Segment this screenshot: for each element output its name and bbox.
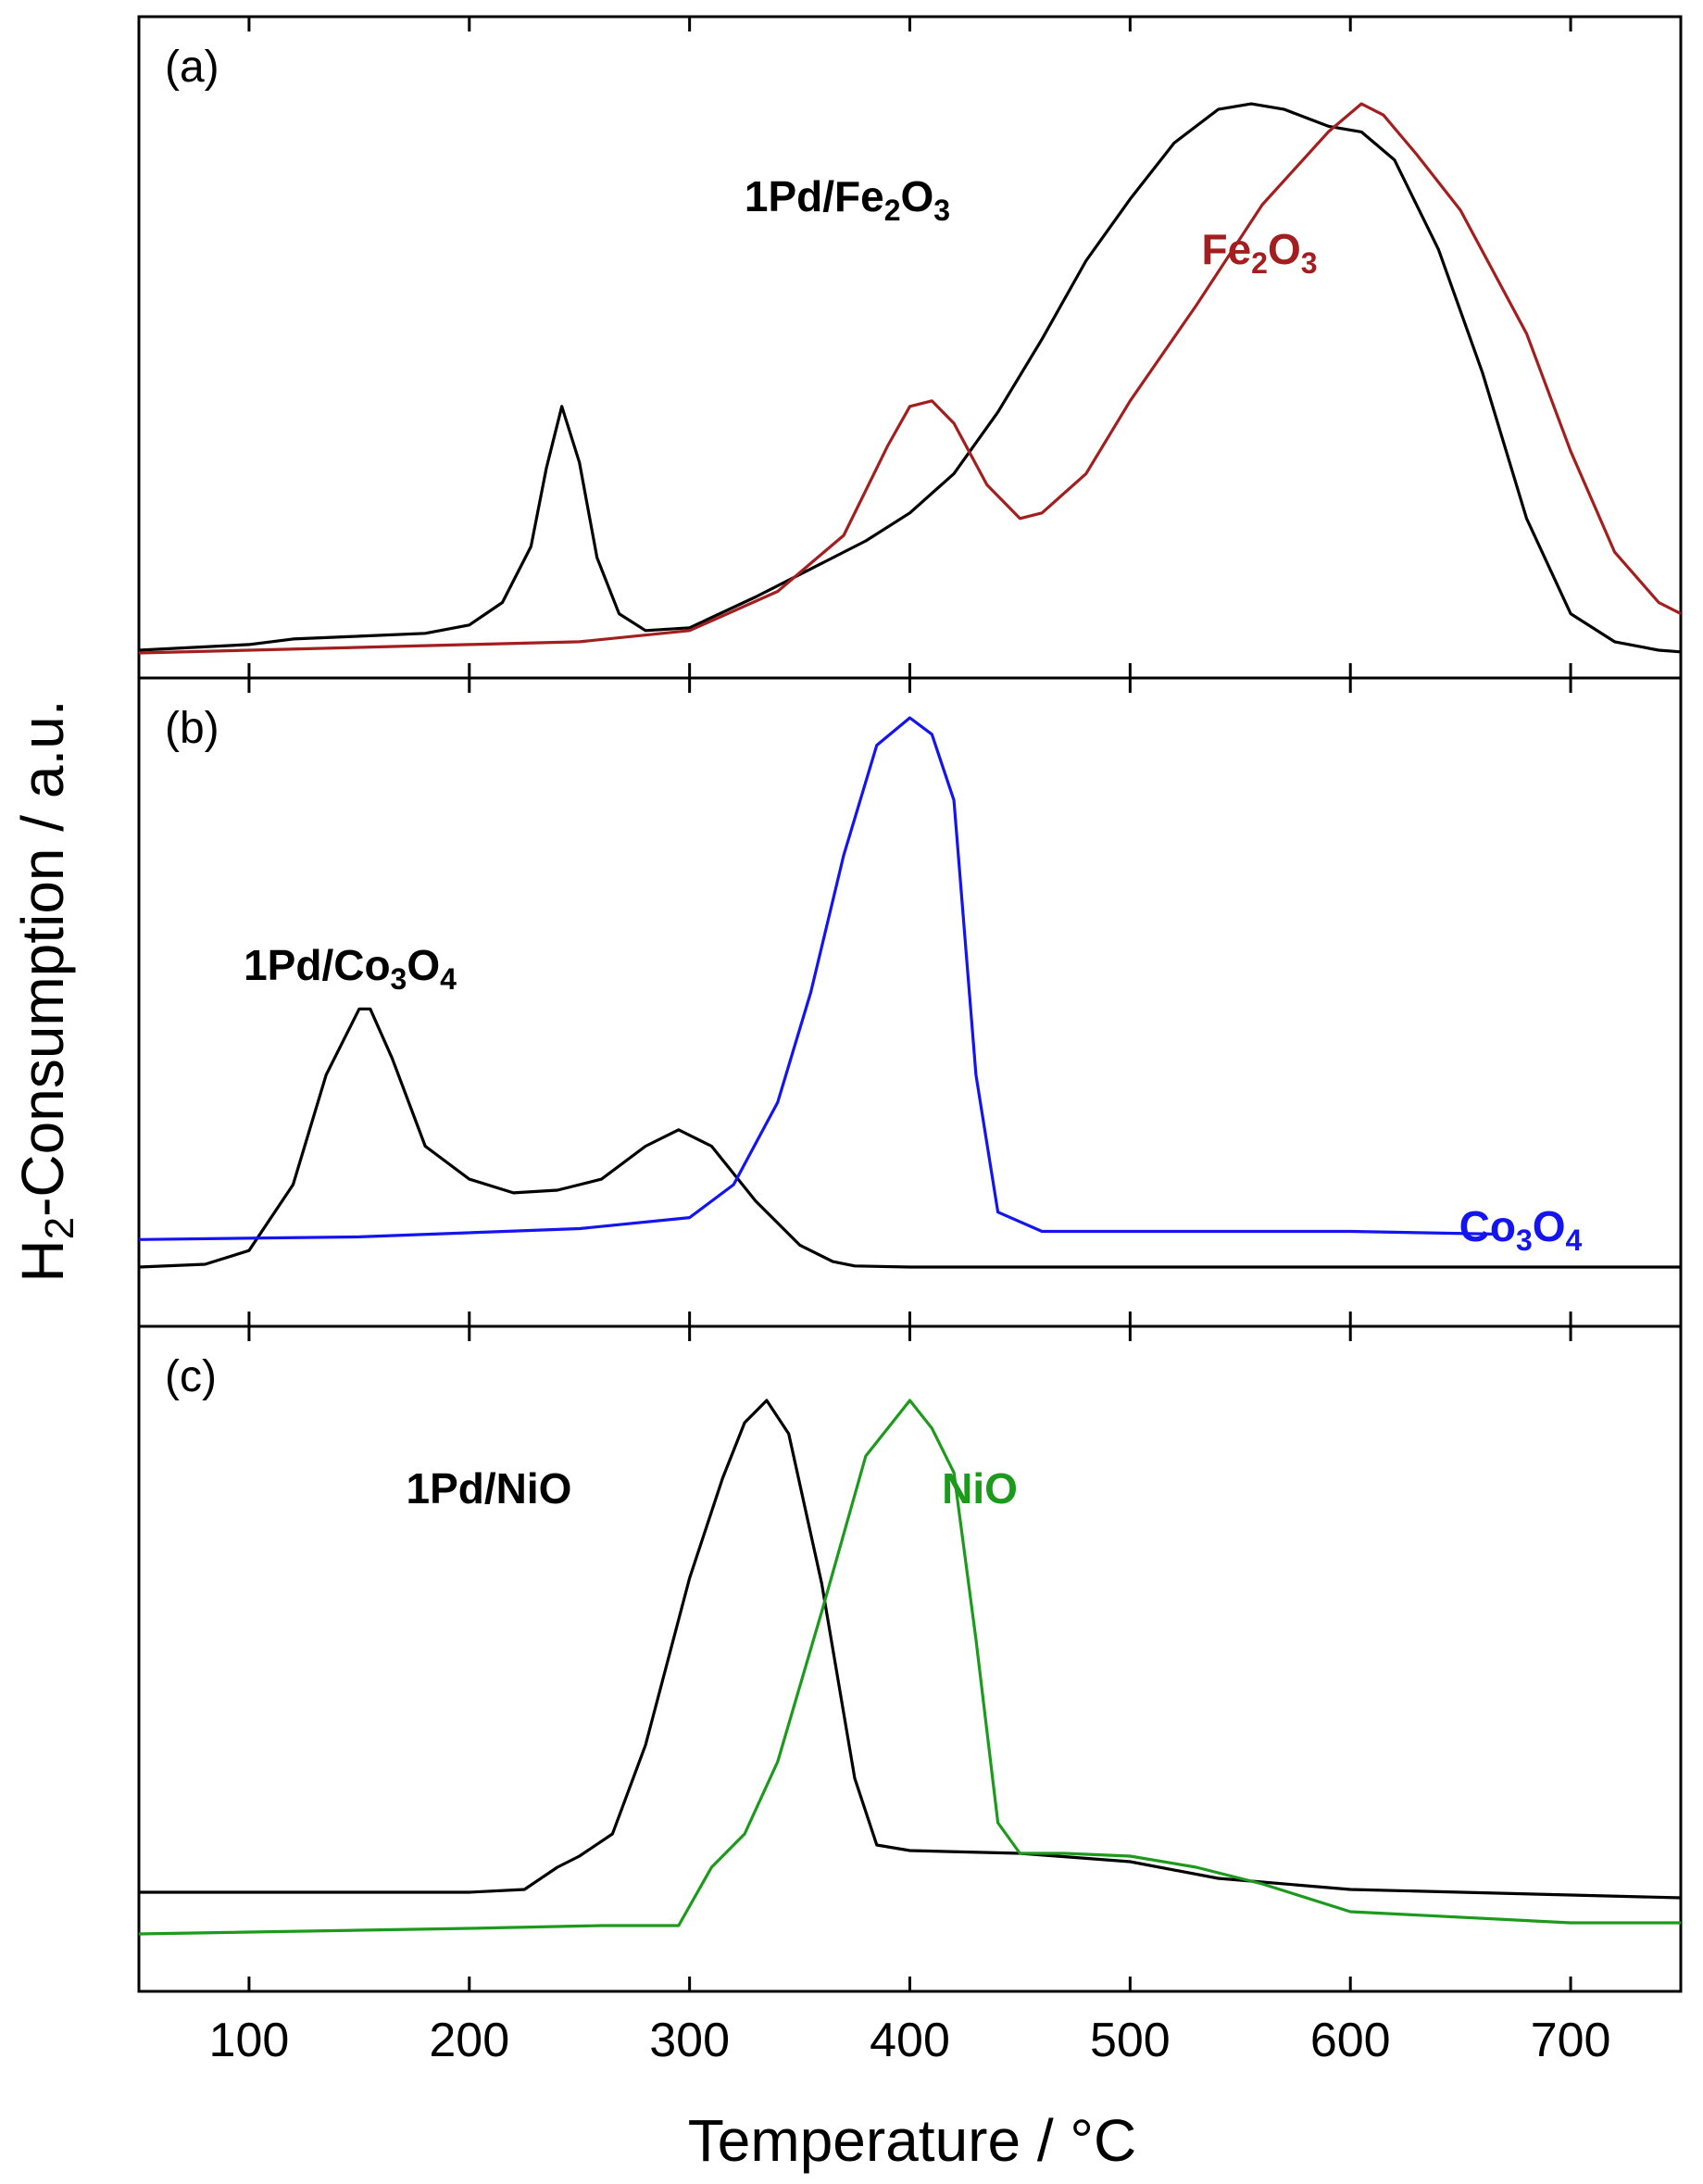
x-tick-label: 200: [429, 2014, 509, 2067]
panel-title-b: (b): [165, 704, 219, 753]
series-label-1Pd/Fe2O3: 1Pd/Fe2O3: [745, 172, 950, 227]
panel-title-a: (a): [165, 43, 219, 92]
panel-a: (a) 1Pd/Fe2O3 Fe2O3: [137, 15, 1683, 680]
panel-frame: [137, 15, 1683, 680]
y-axis-label: H2-Consumption / a.u.: [9, 699, 82, 1282]
panel-b: (b) 1Pd/Co3O4 Co3O4: [137, 676, 1683, 1328]
panel-c: (c) 1Pd/NiO NiO: [137, 1324, 1683, 1993]
series-line-Fe2O3: [138, 102, 1682, 655]
series-line-1Pd/NiO: [139, 1399, 1682, 1900]
x-tick-label: 700: [1531, 2014, 1611, 2067]
series-label-NiO: NiO: [942, 1464, 1018, 1512]
series-label-Co3O4: Co3O4: [1459, 1202, 1583, 1257]
series-line-Co3O4: [138, 716, 1494, 1241]
x-tick-label: 300: [649, 2014, 730, 2067]
y-axis-label-text: H2-Consumption / a.u.: [9, 699, 82, 1282]
x-tick-label: 500: [1090, 2014, 1171, 2067]
series-label-Fe2O3: Fe2O3: [1201, 225, 1317, 280]
series-label-1Pd/NiO: 1Pd/NiO: [407, 1464, 572, 1512]
x-axis-label: Temperature / °C: [688, 2107, 1136, 2174]
series-line-1Pd/Fe2O3: [138, 102, 1682, 654]
panel-title-c: (c): [165, 1352, 217, 1401]
x-tick-label: 100: [209, 2014, 290, 2067]
series-label-1Pd/Co3O4: 1Pd/Co3O4: [244, 941, 457, 996]
x-tick-label: 400: [870, 2014, 950, 2067]
x-tick-label: 600: [1310, 2014, 1391, 2067]
series-line-NiO: [138, 1399, 1681, 1936]
panel-frame: [137, 676, 1683, 1328]
series-line-1Pd/Co3O4: [138, 1007, 1681, 1269]
svg-text:H2-Consumption / a.u.: H2-Consumption / a.u.: [9, 699, 82, 1282]
